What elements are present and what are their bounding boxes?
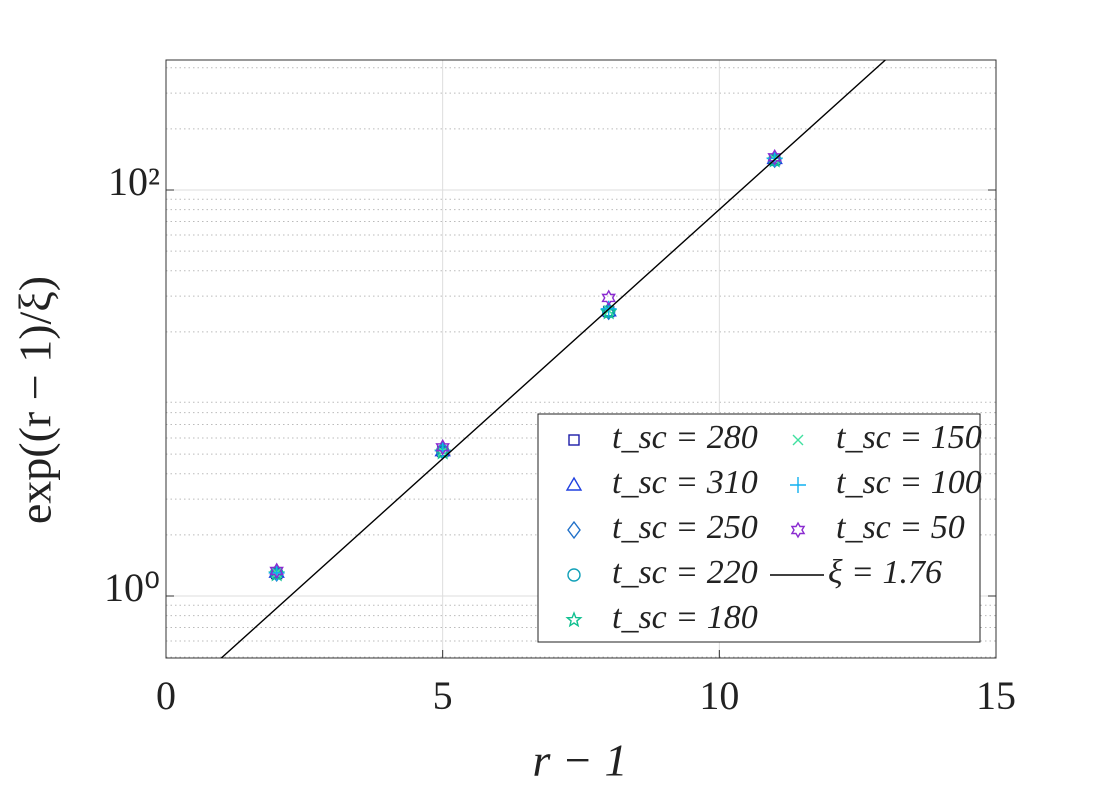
marker [568, 434, 580, 446]
x-tick-label: 0 [156, 673, 176, 718]
x-tick-label: 15 [976, 673, 1016, 718]
y-axis-label: exp((r − 1)/ξ) [10, 276, 61, 524]
x-axis-label: r − 1 [533, 735, 628, 786]
legend-label: t_sc = 150 [836, 419, 982, 456]
marker [601, 289, 616, 307]
legend-label: t_sc = 180 [612, 599, 758, 636]
marker [790, 521, 806, 539]
legend-label: t_sc = 50 [836, 509, 965, 546]
marker [567, 568, 581, 582]
legend-label: t_sc = 310 [612, 464, 758, 501]
x-tick-label: 5 [433, 673, 453, 718]
legend-label: t_sc = 250 [612, 509, 758, 546]
plot-frame [165, 59, 997, 659]
legend-label: t_sc = 220 [612, 554, 758, 591]
legend-label: t_sc = 280 [612, 419, 758, 456]
legend-box [537, 413, 981, 643]
y-tick-label: 10⁰ [104, 565, 160, 610]
x-tick-label: 10 [699, 673, 739, 718]
marker [567, 520, 581, 540]
marker [565, 611, 583, 628]
legend-label: ξ = 1.76 [828, 554, 942, 591]
marker [565, 476, 583, 491]
marker [435, 438, 450, 456]
marker [792, 434, 804, 446]
y-tick-label: 10² [108, 159, 160, 204]
marker [269, 562, 284, 580]
legend-label: t_sc = 100 [836, 464, 982, 501]
marker [790, 477, 806, 493]
fit-line [220, 60, 886, 658]
